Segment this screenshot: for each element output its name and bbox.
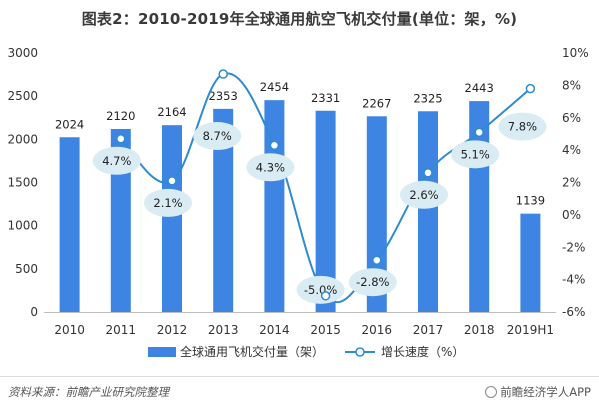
brand-logo-icon [485,386,498,398]
y-right-tick-label: 4% [562,143,581,157]
legend-line-marker [355,347,365,357]
rate-series: 4.7% 2.1% 8.7% 4.3% -5.0% -2.8% 2.6% 5.1% 7.8% [92,69,547,304]
bar-series [59,100,541,313]
rate-marker [167,176,177,186]
y-right-tick-label: -2% [562,240,585,254]
rate-value-label: 4.7% [102,154,131,168]
bar-value-label: 2267 [362,96,391,110]
rate-marker [474,127,484,138]
x-tick-label: 2015 [310,323,341,337]
y-left-tick-label: 2000 [7,132,38,146]
bar [418,111,438,313]
bar-value-label: 2024 [55,117,84,131]
bar [59,137,80,312]
rate-marker [320,291,331,301]
rate-value-label: -2.8% [356,275,389,289]
bar [264,100,285,312]
rate-bubble [246,153,295,182]
rate-marker [116,134,126,144]
bar-value-label: 2325 [413,91,442,105]
y-right-tick-label: -6% [562,305,585,319]
bar-value-label: 2353 [209,89,238,103]
rate-bubble [348,268,397,297]
bar-value-label: 2443 [465,81,494,95]
y-left-tick-label: 0 [30,305,38,319]
chart-title: 图表2：2010-2019年全球通用航空飞机交付量(单位：架，%) [81,10,518,28]
source-note: 资料来源：前瞻产业研究院整理 [8,385,169,399]
rate-value-label: 2.1% [153,196,182,210]
rate-bubble [296,275,345,304]
y-left-tick-label: 1000 [7,219,38,233]
y-left-tick-label: 3000 [7,46,38,60]
rate-marker [525,83,536,94]
bar-labels: 2024 2120 2164 2353 2454 2331 2267 2325 2443 1139 [55,80,545,208]
bar-value-label: 2331 [311,91,340,105]
bar-value-label: 2164 [157,105,186,119]
rate-value-label: 8.7% [203,129,232,143]
brand-text: 前瞻经济学人APP [500,385,591,399]
legend-bar-label: 全球通用飞机交付量（架） [180,344,324,359]
rate-bubble [451,140,500,169]
y-left-tick-label: 1500 [7,176,38,190]
x-tick-label: 2018 [464,323,495,337]
footer-divider [0,376,599,377]
x-tick-label: 2012 [157,323,188,337]
bar [366,116,387,312]
rate-value-label: 5.1% [461,147,490,161]
rate-value-label: 4.3% [256,160,285,174]
y-left-tick-label: 500 [15,262,38,276]
rate-value-label: -5.0% [304,283,337,297]
x-tick-label: 2016 [362,323,393,337]
rate-marker [372,255,382,265]
rate-value-label: 2.6% [409,188,438,202]
rate-bubble [498,112,547,141]
y-right-tick-label: 6% [562,111,581,125]
bar-value-label: 2120 [106,109,135,123]
rate-marker [423,168,433,178]
bar-value-label: 2454 [260,80,289,94]
y-right-tick-label: 2% [562,176,581,190]
rate-bubble [92,146,141,175]
chart-legend: 全球通用飞机交付量（架） 增长速度（%） [148,344,464,359]
y-right-tick-label: -4% [562,273,585,287]
bar-value-label: 1139 [516,194,545,208]
bar [315,110,336,312]
x-tick-label: 2011 [106,323,137,337]
x-tick-label: 2010 [54,323,85,337]
bar [213,108,234,312]
rate-marker [218,69,228,79]
rate-bubble [144,188,192,217]
rate-bubble [193,122,242,151]
rate-bubble [400,180,448,209]
rate-value-label: 7.8% [508,120,537,134]
x-tick-label: 2014 [259,323,290,337]
x-tick-label: 2013 [208,323,239,337]
y-left-tick-label: 2500 [7,89,38,103]
x-tick-label: 2019H1 [507,323,554,337]
bar [520,213,541,312]
legend-bar-swatch [148,347,176,357]
y-right-tick-label: 0% [562,208,581,222]
y-right-tick-label: 10% [562,46,589,60]
rate-marker [269,140,280,151]
brand-mark: 前瞻经济学人APP [485,384,591,400]
x-tick-label: 2017 [413,323,444,337]
bar [162,125,182,312]
legend-line-label: 增长速度（%） [381,344,464,359]
y-right-tick-label: 8% [562,78,581,92]
chart-axes: 0 500 1000 1500 2000 2500 3000 -6% -4% -2% 0% 2% 4% 6… [7,46,588,337]
